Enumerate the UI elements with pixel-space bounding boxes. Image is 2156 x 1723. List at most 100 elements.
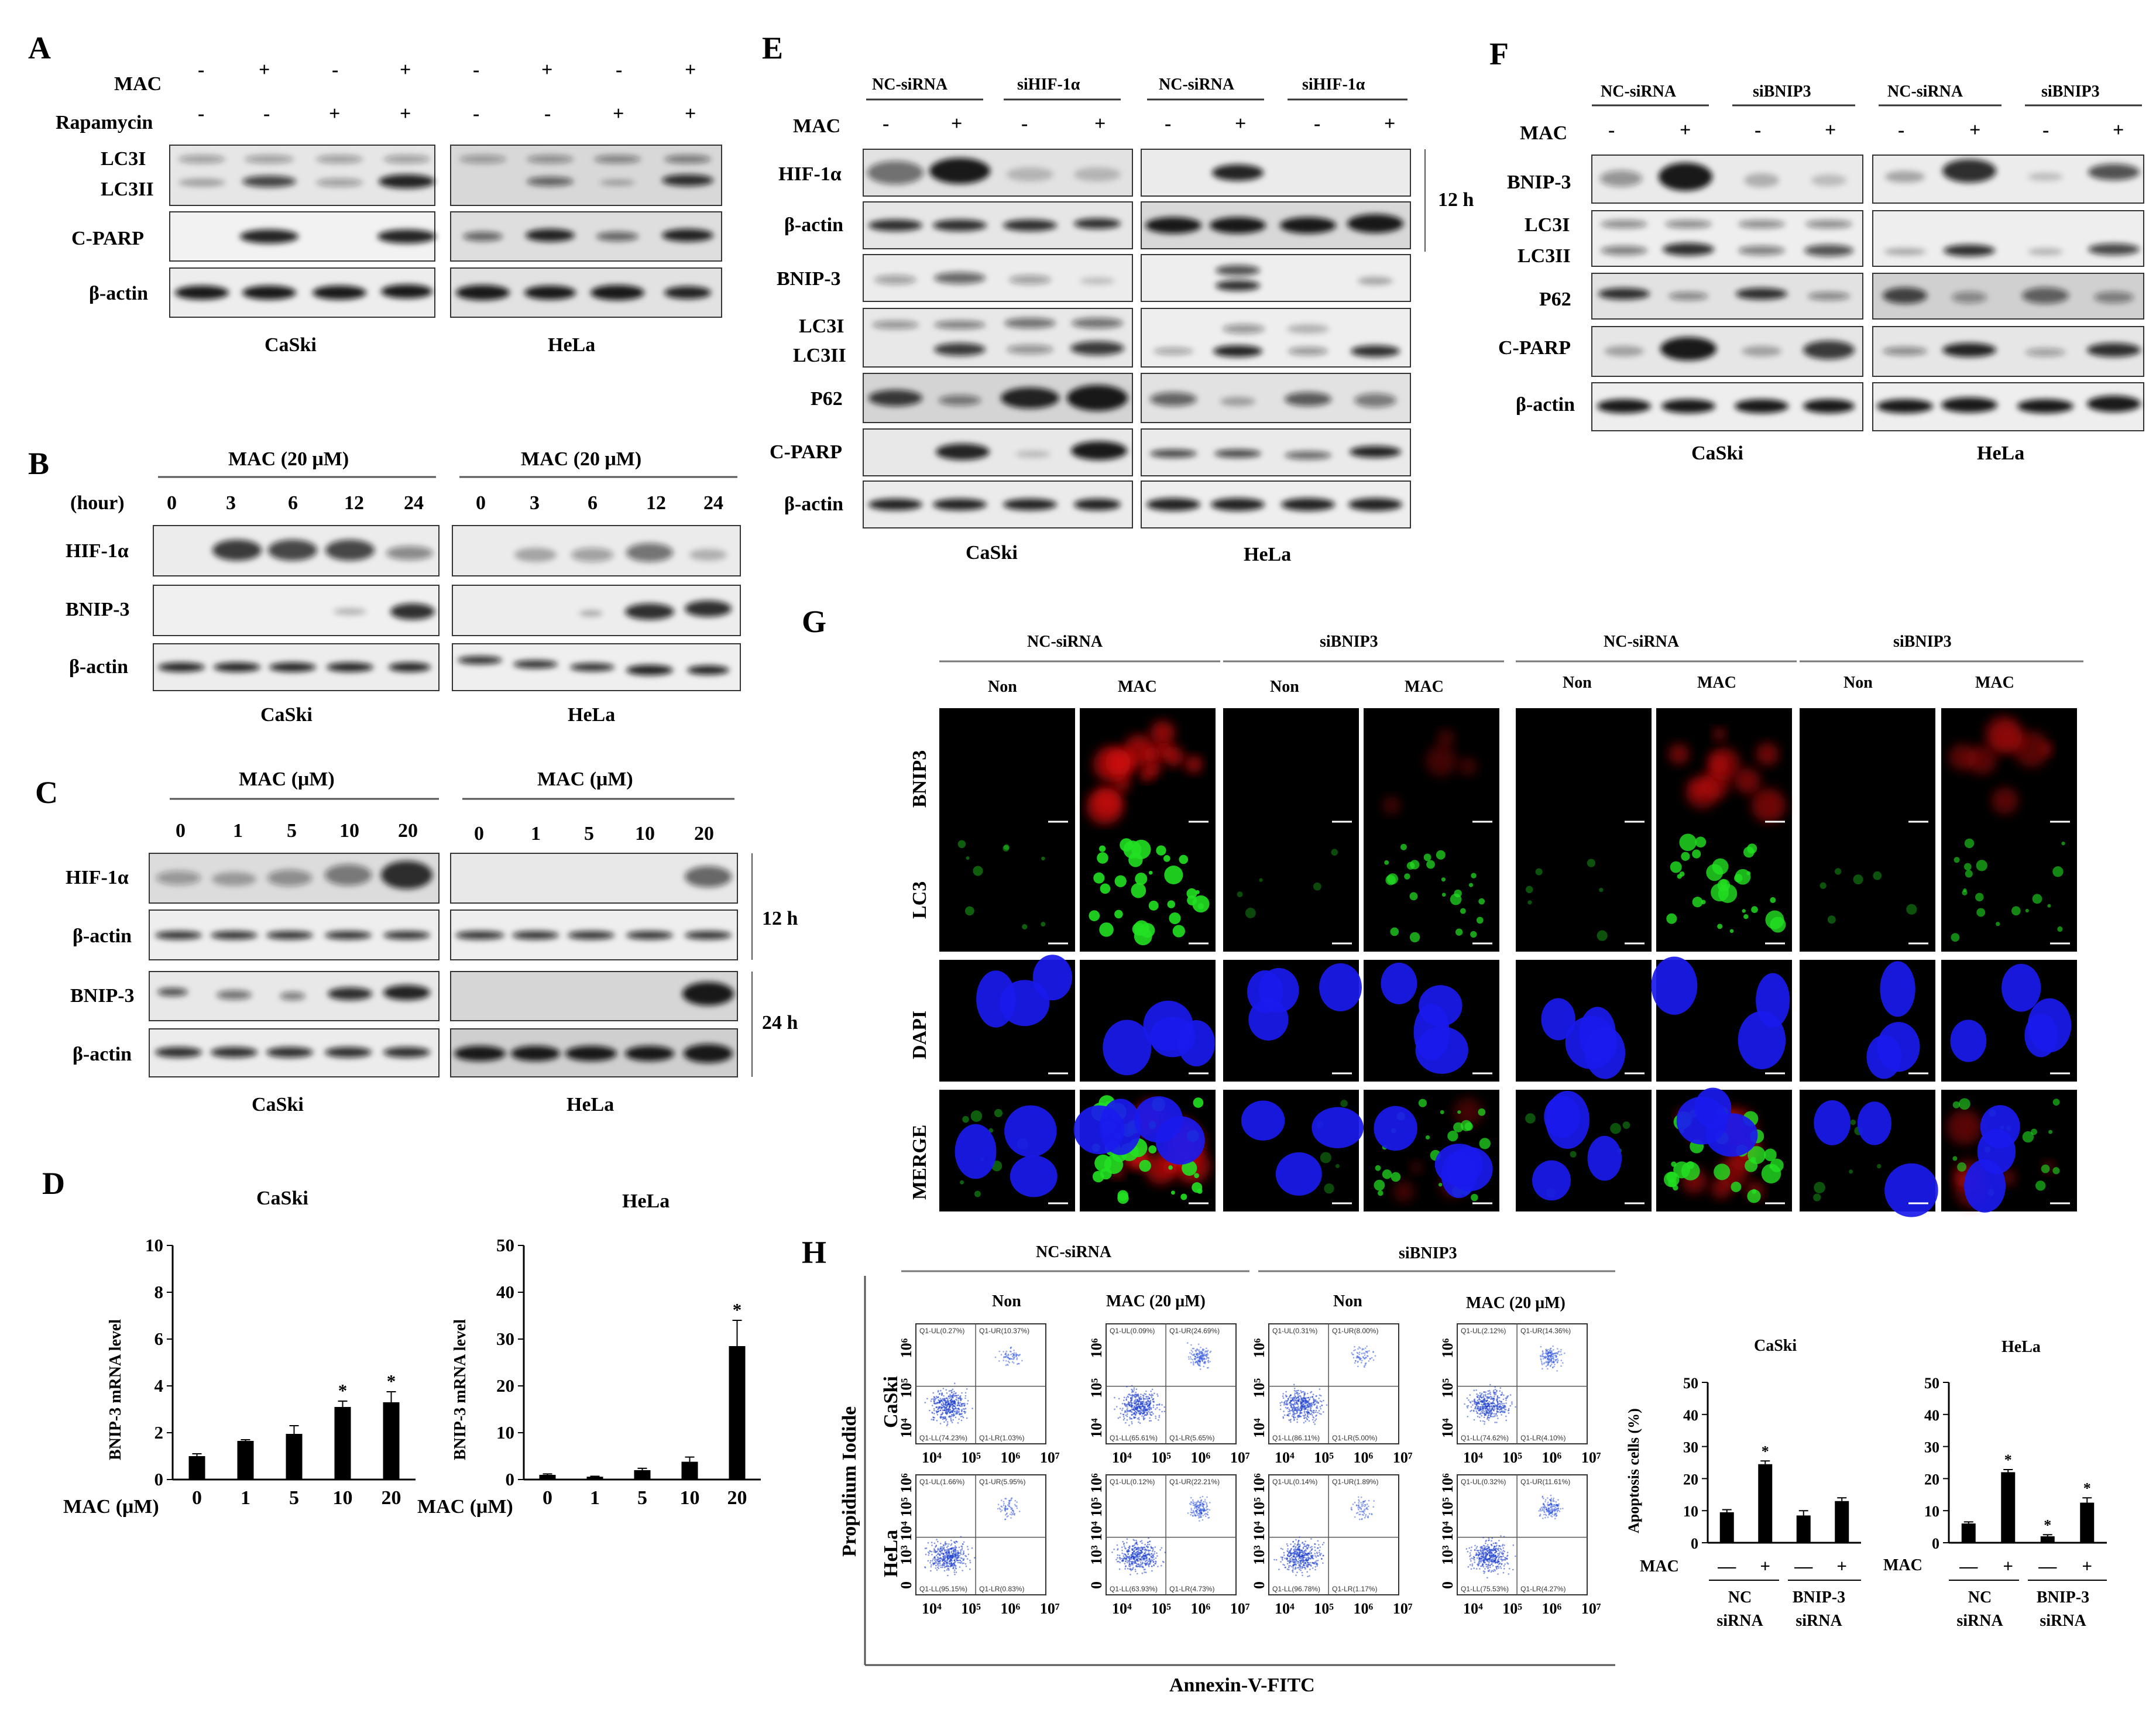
quadrant-ul: Q1-UL(0.09%) xyxy=(1110,1327,1155,1335)
label-e-bactin2: β-actin xyxy=(784,493,843,515)
quadrant-lr: Q1-LR(1.03%) xyxy=(979,1434,1024,1442)
quadrant-ul: Q1-UL(0.31%) xyxy=(1272,1327,1317,1335)
svg-text:+: + xyxy=(685,59,696,81)
panel-label-h: H xyxy=(802,1235,826,1270)
confocal-image xyxy=(1080,708,1216,830)
header-g-nc1: NC-siRNA xyxy=(1027,633,1103,651)
y-tick-label: 0 xyxy=(1439,1581,1456,1589)
y-tick-label: 10³ xyxy=(1088,1545,1105,1565)
chart-d-hela-title: HeLa xyxy=(622,1190,670,1212)
panel-b: B MAC (20 μM) MAC (20 μM) (hour) 0 3 6 12 24… xyxy=(28,446,741,726)
y-tick-label: 20 xyxy=(1683,1471,1698,1488)
significance-star: * xyxy=(338,1380,348,1401)
svg-text:3: 3 xyxy=(530,492,540,514)
event-cloud xyxy=(1111,1495,1211,1576)
y-tick-label: 10⁶ xyxy=(1439,1338,1456,1358)
svg-text:MAC (20 μM): MAC (20 μM) xyxy=(1106,1292,1206,1310)
header-b-caski: MAC (20 μM) xyxy=(228,448,349,470)
time-e-12h: 12 h xyxy=(1438,189,1474,211)
quadrant-ll: Q1-LL(96.78%) xyxy=(1272,1585,1320,1593)
quadrant-ur: Q1-UR(14.36%) xyxy=(1520,1327,1571,1335)
svg-text:-: - xyxy=(1021,113,1028,135)
blot-e xyxy=(863,149,1411,528)
flow-plot: Q1-UL(2.12%) Q1-UR(14.36%) Q1-LL(74.62%) Q1… xyxy=(1439,1323,1601,1466)
y-tick-label: 10⁶ xyxy=(898,1473,915,1493)
panel-h: H NC-siRNA siBNIP3 Non MAC (20 μM) Non MAC… xyxy=(802,1235,2107,1696)
treatment-signs: - + - + - + - + - - + + - - + + xyxy=(198,59,696,125)
x-tick-label: 10⁷ xyxy=(1230,1449,1250,1466)
header-h-sibnip: siBNIP3 xyxy=(1399,1244,1457,1262)
g-row-lc3: LC3 xyxy=(909,881,931,919)
y-tick-label: 2 xyxy=(155,1422,164,1443)
quadrant-lr: Q1-LR(4.10%) xyxy=(1520,1434,1565,1442)
cell-e-caski: CaSki xyxy=(966,542,1018,564)
treatment-signs-e: - + - + - + - + xyxy=(883,113,1395,135)
y-tick-label: 10 xyxy=(145,1235,163,1255)
svg-text:+: + xyxy=(1235,113,1246,135)
chart-d-caski-title: CaSki xyxy=(256,1187,308,1209)
y-tick-label: 0 xyxy=(898,1581,915,1589)
quadrant-ur: Q1-UR(22.21%) xyxy=(1169,1478,1220,1486)
confocal-image xyxy=(1364,1090,1499,1211)
panel-e: E NC-siRNA siHIF-1α NC-siRNA siHIF-1α MA… xyxy=(762,30,1474,565)
flow-plot: Q1-UL(1.66%) Q1-UR(5.95%) Q1-LL(95.15%) Q1-… xyxy=(898,1473,1060,1617)
x-tick-label: 10⁶ xyxy=(1354,1600,1374,1617)
y-tick-label: 30 xyxy=(1683,1439,1698,1456)
svg-text:+: + xyxy=(400,59,411,81)
svg-text:-: - xyxy=(198,59,204,81)
label-b-hif: HIF-1α xyxy=(66,540,129,562)
svg-text:12: 12 xyxy=(344,492,364,514)
g-row-bnip3: BNIP3 xyxy=(909,750,931,808)
y-tick-label: 10⁶ xyxy=(1439,1473,1456,1493)
header-h-nc: NC-siRNA xyxy=(1036,1243,1112,1261)
quadrant-lr: Q1-LR(4.27%) xyxy=(1520,1585,1565,1593)
label-c-hif: HIF-1α xyxy=(66,867,129,888)
x-tick-label: 10⁵ xyxy=(1151,1600,1171,1617)
quadrant-ul: Q1-UL(1.66%) xyxy=(919,1478,964,1486)
svg-text:Non: Non xyxy=(1843,674,1873,692)
svg-text:Non: Non xyxy=(992,1292,1021,1310)
y-tick-label: 0 xyxy=(506,1469,515,1489)
group-label-bnip3: BNIP-3 xyxy=(1793,1588,1845,1607)
confocal-image xyxy=(1656,830,1792,952)
y-tick-label: 40 xyxy=(1683,1407,1698,1424)
svg-text:-: - xyxy=(1898,119,1904,141)
svg-text:+: + xyxy=(259,59,270,81)
treatment-sign: — xyxy=(1959,1556,1978,1576)
x-tick-label: 20 xyxy=(382,1487,401,1509)
group-label-sirna: siRNA xyxy=(1956,1612,2003,1630)
blot-c xyxy=(149,853,738,1077)
label-f-bnip3: BNIP-3 xyxy=(1507,171,1571,193)
svg-text:+: + xyxy=(1094,113,1106,135)
time-c-24h: 24 h xyxy=(762,1012,798,1034)
x-tick-label: 10⁵ xyxy=(961,1600,981,1617)
h-row-hela: HeLa xyxy=(880,1530,902,1577)
significance-star: * xyxy=(1762,1443,1769,1460)
svg-text:0: 0 xyxy=(167,492,177,514)
x-tick-label: 10⁵ xyxy=(961,1449,981,1466)
confocal-image xyxy=(1223,960,1362,1082)
chart-d-hela-xlabel: MAC (μM) xyxy=(417,1496,513,1518)
bar xyxy=(1796,1515,1811,1543)
header-e-sihif2: siHIF-1α xyxy=(1302,75,1365,94)
x-tick-label: 10 xyxy=(680,1487,700,1509)
y-tick-label: 10³ xyxy=(1439,1545,1456,1565)
y-tick-label: 10⁵ xyxy=(898,1378,915,1398)
quadrant-ll: Q1-LL(86.11%) xyxy=(1272,1434,1320,1442)
quadrant-ur: Q1-UR(24.69%) xyxy=(1169,1327,1220,1335)
y-tick-label: 8 xyxy=(155,1282,164,1302)
time-c-12h: 12 h xyxy=(762,908,798,929)
treatment-sign: — xyxy=(2038,1556,2057,1576)
significance-star: * xyxy=(2083,1480,2091,1497)
svg-text:-: - xyxy=(473,103,479,125)
label-f-cparp: C-PARP xyxy=(1498,337,1571,359)
cell-b-hela: HeLa xyxy=(568,704,615,726)
x-tick-label: 10⁶ xyxy=(1542,1449,1562,1466)
x-tick-label: 10⁵ xyxy=(1502,1449,1522,1466)
y-tick-label: 10⁶ xyxy=(898,1338,915,1358)
svg-text:0: 0 xyxy=(476,492,486,514)
svg-text:1: 1 xyxy=(233,820,243,842)
x-tick-label: 10⁴ xyxy=(922,1449,942,1466)
